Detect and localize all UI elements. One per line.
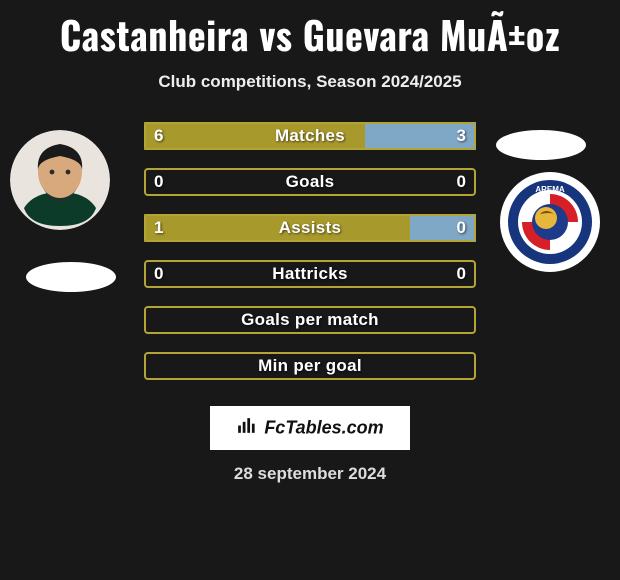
stat-label: Min per goal (144, 352, 476, 380)
stat-row: 00Hattricks (144, 260, 476, 288)
player-left-avatar (10, 130, 110, 230)
player-left-flag (26, 262, 116, 292)
stat-label: Assists (144, 214, 476, 242)
page-title: Castanheira vs Guevara MuÃ±oz (0, 0, 620, 62)
stat-row: Min per goal (144, 352, 476, 380)
stat-bars: 63Matches 00Goals 10Assists 00Hattricks Goal… (144, 122, 476, 398)
stat-label: Goals (144, 168, 476, 196)
badge-text: FcTables.com (264, 418, 383, 439)
chart-icon (236, 415, 258, 442)
subtitle: Club competitions, Season 2024/2025 (0, 72, 620, 92)
stat-label: Matches (144, 122, 476, 150)
svg-text:AREMA: AREMA (535, 185, 565, 194)
date-text: 28 september 2024 (0, 464, 620, 484)
stat-label: Hattricks (144, 260, 476, 288)
player-right-crest: AREMA (500, 172, 600, 272)
player-right-flag (496, 130, 586, 160)
comparison-panel: AREMA 63Matches 00Goals 10Assists 00Hattric… (0, 122, 620, 402)
stat-row: 00Goals (144, 168, 476, 196)
stat-label: Goals per match (144, 306, 476, 334)
fctables-badge: FcTables.com (210, 406, 410, 450)
stat-row: 10Assists (144, 214, 476, 242)
stat-row: Goals per match (144, 306, 476, 334)
stat-row: 63Matches (144, 122, 476, 150)
